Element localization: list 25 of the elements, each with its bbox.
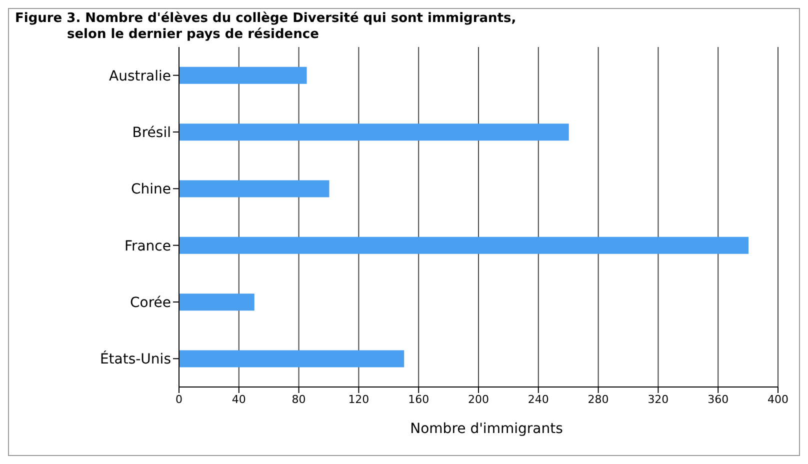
bar (179, 350, 404, 368)
x-tick-label: 320 (648, 392, 669, 406)
bar (179, 236, 749, 254)
y-tick-label: Brésil (132, 124, 171, 141)
x-tick-label: 120 (348, 392, 370, 406)
chart-title: Figure 3. Nombre d'élèves du collège Diversité qui sont immigrants, selon le dernier pays de résidence (15, 11, 516, 43)
y-tick-label: France (124, 238, 171, 254)
x-tick-label: 40 (232, 392, 246, 406)
y-tick-label: Australie (109, 68, 171, 84)
bar (179, 180, 330, 198)
x-tick-label: 280 (588, 392, 609, 406)
bar (179, 66, 307, 84)
bar (179, 124, 569, 141)
x-tick-label: 0 (176, 392, 182, 406)
x-tick-label: 80 (292, 392, 306, 406)
bar (179, 294, 254, 311)
y-tick-label: Chine (130, 182, 171, 198)
x-tick-label: 240 (528, 392, 549, 406)
x-tick-label: 200 (468, 392, 489, 406)
x-axis-title: Nombre d'immigrants (409, 421, 564, 437)
y-tick-label: États-Unis (100, 350, 171, 368)
x-tick-label: 160 (408, 392, 430, 406)
x-tick-label: 360 (708, 392, 729, 406)
x-tick-label: 400 (768, 392, 788, 406)
y-tick-label: Corée (130, 294, 171, 311)
